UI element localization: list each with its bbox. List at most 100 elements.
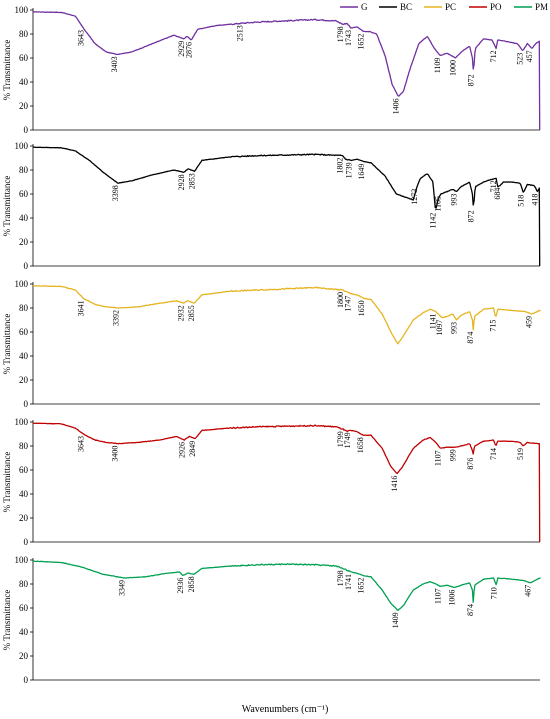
panel-pc: 0 20 40 60 80 100 % Transmittance 3641 3392 2932 2…: [2, 279, 541, 409]
y-tick-label: 40: [19, 351, 29, 361]
legend-label: PC: [445, 2, 456, 12]
legend-label: PM: [535, 2, 548, 12]
peak-label: 2876: [184, 42, 193, 58]
peak-label: 2858: [187, 576, 196, 592]
y-tick-label: 80: [19, 303, 29, 313]
legend-item-bc: BC: [379, 2, 412, 12]
peak-label: 1273: [410, 189, 419, 205]
peak-label: 1798: [336, 26, 345, 42]
peak-label: 3403: [110, 56, 119, 72]
peak-label: 3392: [112, 310, 121, 326]
series-line-bc: [32, 146, 541, 267]
peak-label: 418: [530, 194, 539, 206]
panel-bc: 0 20 40 60 80 100 % Transmittance 3398 2928 2853 1…: [2, 141, 541, 271]
series-line-pc: [32, 285, 541, 345]
y-tick-label: 0: [24, 675, 29, 685]
legend-item-g: G: [340, 2, 368, 12]
peak-label: 872: [467, 210, 476, 222]
peak-label: 3643: [76, 436, 85, 452]
y-axis-label: % Transmittance: [2, 590, 12, 651]
y-tick-label: 60: [19, 327, 29, 337]
y-tick-label: 0: [24, 261, 29, 271]
y-axis-label: % Transmittance: [2, 314, 12, 375]
peak-label: 519: [516, 448, 525, 460]
peak-label: 1649: [357, 164, 366, 180]
peak-label: 1800: [336, 292, 345, 308]
peak-label: 459: [525, 316, 534, 328]
peak-label: 1107: [433, 588, 442, 604]
peak-label: 1802: [336, 158, 345, 174]
peak-label: 2926: [177, 442, 186, 458]
legend-label: G: [361, 2, 368, 12]
legend-item-po: PO: [469, 2, 502, 12]
y-axis-label: % Transmittance: [2, 452, 12, 513]
peak-label: 1107: [433, 450, 442, 466]
series-line-pm: [32, 560, 541, 612]
peak-label: 467: [524, 585, 533, 597]
y-tick-label: 0: [24, 537, 29, 547]
peak-label: 1658: [356, 437, 365, 453]
peak-label: 874: [466, 332, 475, 344]
y-tick-label: 100: [15, 417, 29, 427]
peak-label: 1000: [449, 60, 458, 76]
legend-label: BC: [400, 2, 412, 12]
peak-label: 3643: [76, 30, 85, 46]
peak-label: 518: [516, 195, 525, 207]
series-line-g: [33, 10, 541, 131]
peak-label: 1743: [344, 30, 353, 46]
panel-pm: 0 20 40 60 80 100 % Transmittance 3349 2936 2858 1…: [2, 555, 541, 685]
y-tick-label: 20: [19, 101, 29, 111]
peak-label: 2853: [188, 173, 197, 189]
peak-label: 1652: [357, 578, 366, 594]
peak-label: 1739: [344, 162, 353, 178]
peak-label: 3349: [118, 580, 127, 596]
peak-label: 1416: [390, 476, 399, 492]
peak-label: 712: [489, 50, 498, 62]
panel-po: 0 20 40 60 80 100 % Transmittance 3643 3400 2926 2…: [2, 417, 541, 547]
y-tick-label: 40: [19, 489, 29, 499]
peak-label: 1142: [429, 213, 438, 229]
y-tick-label: 60: [19, 189, 29, 199]
peak-label: 1105: [434, 196, 443, 212]
y-tick-label: 0: [24, 399, 29, 409]
peak-label: 876: [466, 458, 475, 470]
x-axis-label: Wavenumbers (cm⁻¹): [242, 704, 329, 715]
peak-label: 2928: [177, 174, 186, 190]
peak-label: 2849: [188, 441, 197, 457]
legend: G BC PC PO PM: [340, 2, 548, 12]
peak-label: 2513: [235, 25, 244, 41]
y-tick-label: 0: [24, 125, 29, 135]
peak-label: 999: [449, 449, 458, 461]
peak-label: 457: [525, 50, 534, 62]
series-line-po: [33, 422, 541, 543]
y-tick-label: 40: [19, 213, 29, 223]
peak-label: 1741: [344, 574, 353, 590]
y-tick-label: 40: [19, 627, 29, 637]
legend-label: PO: [490, 2, 502, 12]
y-tick-label: 40: [19, 77, 29, 87]
y-tick-label: 20: [19, 513, 29, 523]
peak-label: 1141: [429, 314, 438, 330]
y-axis-label: % Transmittance: [2, 40, 12, 101]
peak-label: 2929: [177, 41, 186, 57]
y-tick-label: 100: [15, 5, 29, 15]
y-tick-label: 60: [19, 53, 29, 63]
peak-label: 684: [493, 188, 502, 200]
y-tick-label: 80: [19, 165, 29, 175]
peak-label: 523: [516, 53, 525, 65]
y-tick-label: 100: [15, 555, 29, 565]
peak-label: 2936: [176, 578, 185, 594]
peak-label: 3398: [111, 185, 120, 201]
peak-label: 874: [466, 604, 475, 616]
peak-label: 712: [489, 180, 498, 192]
peak-label: 1406: [391, 98, 400, 114]
peak-label: 715: [489, 320, 498, 332]
peak-label: 2932: [176, 305, 185, 321]
y-tick-label: 20: [19, 651, 29, 661]
y-tick-label: 100: [15, 279, 29, 289]
peak-label: 1097: [435, 320, 444, 336]
peak-label: 993: [449, 322, 458, 334]
peak-label: 710: [489, 587, 498, 599]
